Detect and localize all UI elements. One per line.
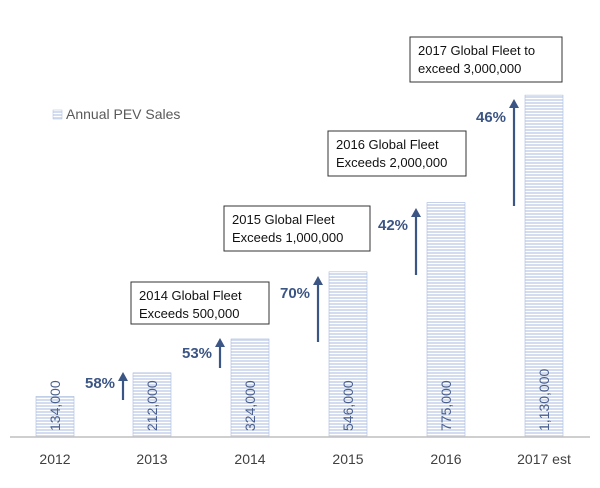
bars: 134,000 212,000 324,000 546,000 775,000 1,130… <box>35 94 564 438</box>
growth-percent-label: 42% <box>378 217 408 234</box>
bar-value-label: 1,130,000 <box>536 369 552 431</box>
annotation-text: Exceeds 2,000,000 <box>336 155 447 170</box>
bar-2015 <box>328 271 368 438</box>
annotation-text: Exceeds 1,000,000 <box>232 230 343 245</box>
x-tick-label: 2017 est <box>517 451 571 467</box>
bar-2016 <box>426 202 466 438</box>
annotation-text: 2014 Global Fleet <box>139 288 242 303</box>
growth-arrow-head <box>313 276 323 285</box>
annotation-text: 2016 Global Fleet <box>336 137 439 152</box>
annotation-2016: 2016 Global Fleet Exceeds 2,000,000 <box>327 130 467 177</box>
bar-value-label: 212,000 <box>144 380 160 431</box>
bar-value-label: 324,000 <box>242 380 258 431</box>
growth-arrows: 58% 53% 70% 42% 46% <box>85 99 519 400</box>
growth-percent-label: 53% <box>182 345 212 362</box>
x-tick-label: 2013 <box>136 451 167 467</box>
growth-arrow-head <box>118 372 128 381</box>
bar-2017-est <box>524 94 564 438</box>
bar-2012 <box>35 396 75 438</box>
growth-percent-label: 46% <box>476 109 506 126</box>
annotation-box <box>327 130 467 177</box>
annotation-2015: 2015 Global Fleet Exceeds 1,000,000 <box>223 205 371 252</box>
x-tick-label: 2012 <box>39 451 70 467</box>
legend-swatch <box>52 109 63 120</box>
bar-value-label: 546,000 <box>340 380 356 431</box>
annotation-text: exceed 3,000,000 <box>418 61 521 76</box>
legend-label: Annual PEV Sales <box>66 106 180 122</box>
bar-value-label: 134,000 <box>47 380 63 431</box>
growth-percent-label: 58% <box>85 375 115 392</box>
growth-arrow-head <box>215 338 225 347</box>
annotation-text: 2017 Global Fleet to <box>418 43 535 58</box>
x-tick-label: 2016 <box>430 451 461 467</box>
annotation-box <box>409 36 563 83</box>
annotation-text: Exceeds 500,000 <box>139 306 239 321</box>
annotation-text: 2015 Global Fleet <box>232 212 335 227</box>
growth-arrow-head <box>509 99 519 108</box>
x-tick-label: 2015 <box>332 451 363 467</box>
growth-percent-label: 70% <box>280 285 310 302</box>
bar-2013 <box>132 372 172 438</box>
growth-arrow-head <box>411 208 421 217</box>
annotation-box <box>130 281 270 325</box>
legend: Annual PEV Sales <box>52 106 180 122</box>
bar-2014 <box>230 338 270 438</box>
x-tick-label: 2014 <box>234 451 265 467</box>
x-axis-ticks: 2012 2013 2014 2015 2016 2017 est <box>39 451 571 467</box>
annotation-2017-est: 2017 Global Fleet to exceed 3,000,000 <box>409 36 563 83</box>
bar-value-label: 775,000 <box>438 380 454 431</box>
annotation-box <box>223 205 371 252</box>
annotation-2014: 2014 Global Fleet Exceeds 500,000 <box>130 281 270 325</box>
annotation-boxes: 2014 Global Fleet Exceeds 500,000 2015 Glo… <box>130 36 563 325</box>
